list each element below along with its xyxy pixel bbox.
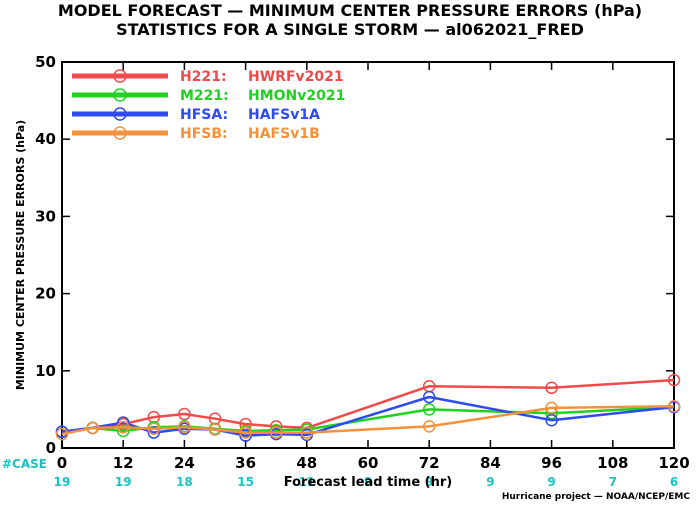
y-tick-label: 0 [46,439,56,457]
case-count: 9 [547,475,555,489]
x-axis: 0 12 24 36 48 60 72 84 96 108 120 [57,62,690,472]
x-tick-label: 0 [57,454,67,472]
legend-model: HAFSv1B [248,126,320,142]
legend-code: M221: [180,88,229,104]
legend-entry: HFSB: HAFSv1B [72,126,320,142]
series-hafsv1a [55,390,681,442]
y-tick-label: 50 [35,53,56,71]
case-count: 19 [115,475,132,489]
data-point [208,423,222,436]
case-counts: 19 19 18 15 11 9 9 9 9 7 6 [54,475,679,489]
x-tick-label: 24 [174,454,195,472]
y-tick-label: 10 [35,362,56,380]
x-tick-label: 12 [113,454,134,472]
y-tick-label: 40 [35,130,56,148]
x-tick-label: 36 [235,454,256,472]
credit-text: Hurricane project — NOAA/NCEP/EMC [502,492,691,502]
legend-code: HFSB: [180,126,228,142]
x-tick-label: 60 [358,454,379,472]
y-tick-label: 20 [35,285,56,303]
data-point [147,422,161,435]
y-axis-label: MINIMUM CENTER PRESSURE ERRORS (hPa) [14,120,27,390]
data-point [147,426,161,439]
case-count: 7 [609,475,617,489]
case-label: #CASE [2,457,47,471]
data-point [86,421,99,435]
chart-title: MODEL FORECAST — MINIMUM CENTER PRESSURE… [58,1,642,20]
data-point [178,420,191,434]
legend-entry: H221: HWRFv2021 [72,69,344,85]
data-point [422,420,436,433]
case-count: 6 [670,475,678,489]
series-line [61,378,675,434]
series-layer [55,373,681,442]
case-count: 15 [237,475,254,489]
x-tick-label: 84 [480,454,501,472]
plot-frame [61,61,675,449]
data-point [116,420,130,434]
legend: H221: HWRFv2021 M221: HMONv2021 HFSA: HAFSv1A… [72,69,345,142]
legend-entry: HFSA: HAFSv1A [72,107,320,123]
data-point [667,373,681,387]
legend-code: H221: [180,69,227,85]
case-count: 11 [298,475,315,489]
data-point [300,426,314,439]
case-count: 9 [425,475,433,489]
case-count: 18 [176,475,193,489]
data-point [116,424,130,438]
legend-model: HAFSv1A [248,107,320,123]
series-hafsv1b [55,400,681,441]
legend-code: HFSA: [180,107,228,123]
legend-model: HMONv2021 [248,88,345,104]
data-point [239,426,252,439]
y-axis: 0 10 20 30 40 50 [35,53,674,457]
data-point [239,429,252,442]
data-point [545,381,558,395]
case-count: 9 [364,475,372,489]
x-axis-label: Forecast lead time (hr) [284,475,452,490]
x-tick-label: 108 [597,454,628,472]
x-tick-label: 96 [541,454,562,472]
data-point [422,390,436,404]
data-point [667,400,681,413]
legend-model: HWRFv2021 [248,69,344,85]
data-point [269,426,283,439]
legend-entry: M221: HMONv2021 [72,88,345,104]
data-point [545,401,558,415]
x-tick-label: 120 [658,454,689,472]
chart-subtitle: STATISTICS FOR A SINGLE STORM — al062021… [116,20,584,39]
data-point [55,427,69,441]
legend-marker [113,107,127,121]
data-point [422,403,436,416]
legend-marker [113,69,127,83]
y-tick-label: 30 [35,207,56,225]
data-point [545,413,558,427]
data-point [178,407,191,421]
case-count: 19 [54,475,71,489]
legend-marker [113,126,127,140]
x-tick-label: 72 [419,454,440,472]
x-tick-label: 48 [296,454,317,472]
legend-marker [113,88,127,102]
case-count: 9 [486,475,494,489]
